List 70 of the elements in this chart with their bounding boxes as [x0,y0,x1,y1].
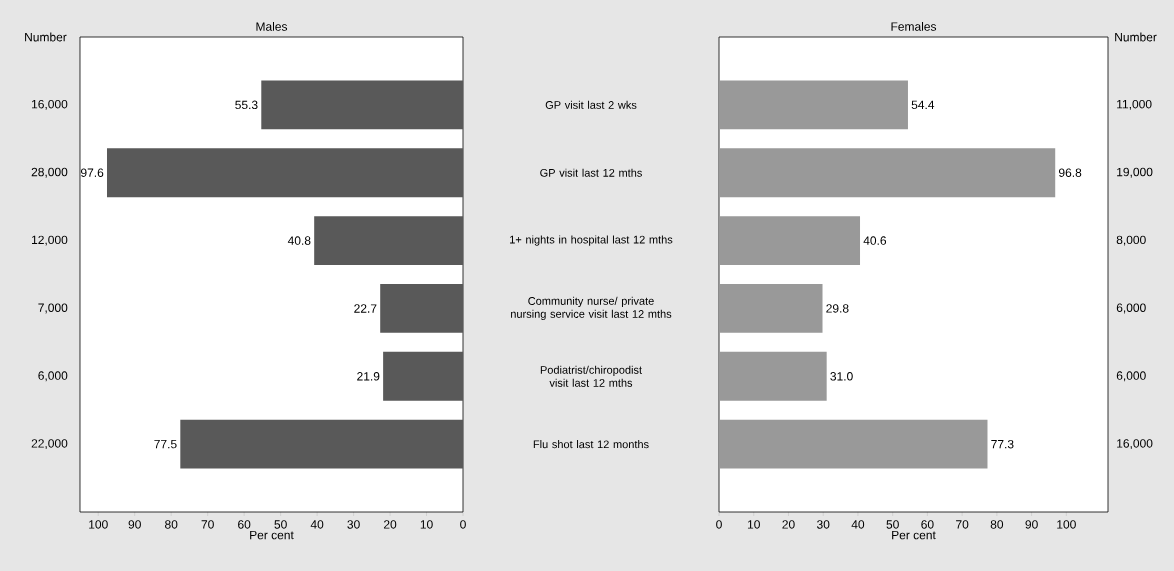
y-axis-title: Number [25,32,67,42]
data-label: 55.3 [235,100,258,110]
data-label: 77.5 [154,439,177,449]
x-tick-label: 70 [956,520,969,529]
y-tick-label: 12,000 [32,235,68,246]
x-tick-label: 40 [310,520,324,529]
y-tick-label: 7,000 [38,303,68,314]
text: Flu shot last 12 months [533,440,649,449]
x-tick-label: 10 [420,520,433,529]
y-axis-title: Number [1115,32,1157,42]
y-tick-label: 19,000 [1117,167,1153,178]
bar [314,216,463,266]
data-label: 22.7 [354,304,377,313]
text: Podiatrist/chiropodist visit last 12 mths [540,365,642,387]
bar [106,148,463,198]
y-tick-label: 11,000 [1117,99,1152,110]
data-label: 21.9 [357,372,380,381]
x-tick-label: 20 [782,520,795,529]
data-label: 29.8 [826,304,849,313]
y-tick-label: 6,000 [38,371,68,382]
x-tick-label: 70 [201,520,214,529]
x-tick-label: 90 [128,520,141,529]
y-tick-label: 16,000 [32,99,68,110]
data-label: 77.3 [991,439,1014,449]
y-tick-label: 8,000 [1116,235,1146,246]
x-tick-label: 0 [716,520,722,529]
x-tick-label: 90 [1025,520,1038,529]
bar [261,80,463,130]
x-tick-label: 40 [851,520,865,529]
y-tick-label: 16,000 [1117,439,1153,450]
y-tick-label: 6,000 [1116,303,1146,314]
bar [719,351,827,401]
x-tick-label: 80 [990,520,1004,529]
text: GP visit last 2 wks [545,100,637,109]
x-axis-title: Per cent [892,530,936,540]
data-label: 97.6 [81,168,104,177]
data-label: 54.4 [911,100,935,110]
x-tick-label: 100 [1057,520,1076,529]
y-tick-label: 6,000 [1116,371,1146,382]
bar [719,148,1056,198]
data-label: 96.8 [1058,168,1082,177]
text: Community nurse/ private nursing service visit last 12 mths [511,296,672,321]
data-label: 40.6 [863,236,887,245]
x-tick-label: 60 [921,520,934,529]
bar [719,284,823,333]
x-tick-label: 60 [238,520,251,529]
x-tick-label: 50 [886,520,899,529]
x-tick-label: 20 [383,520,397,529]
chart-title: Females [891,22,937,31]
bar [719,419,988,469]
x-tick-label: 80 [165,520,178,529]
x-tick-label: 100 [89,520,108,529]
bar [180,419,463,469]
text: GP visit last 12 mths [540,168,642,177]
x-tick-label: 30 [347,520,360,529]
data-label: 31.0 [830,372,853,381]
x-tick-label: 50 [274,520,287,529]
x-axis-title: Per cent [250,530,294,540]
x-tick-label: 10 [747,520,760,529]
data-label: 40.8 [287,236,311,245]
bar [719,80,908,130]
bar [383,351,463,401]
y-tick-label: 28,000 [31,167,68,178]
bar [719,216,861,266]
x-tick-label: 30 [816,520,830,529]
bar [380,284,463,333]
chart-title: Males [256,22,288,31]
x-tick-label: 0 [460,520,466,529]
y-tick-label: 22,000 [31,439,68,450]
text: 1+ nights in hospital last 12 mths [510,235,673,246]
